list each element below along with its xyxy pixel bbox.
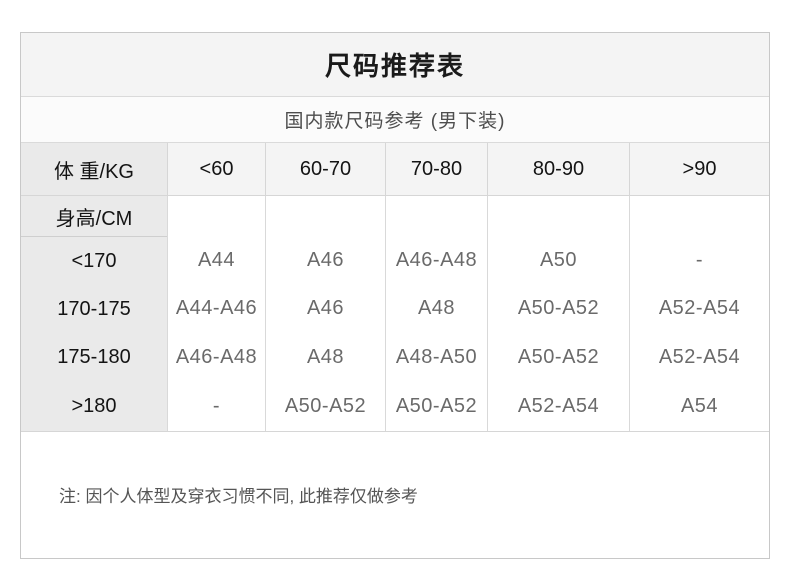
chart-subtitle: 国内款尺码参考 (男下装) (21, 97, 769, 143)
size-value: - (212, 394, 221, 417)
height-row-label: <170 (71, 249, 117, 272)
height-row-label: 170-175 (57, 298, 131, 321)
size-value: A52-A54 (658, 346, 741, 369)
size-value: A46-A48 (395, 248, 478, 271)
column-spacer (266, 196, 385, 236)
weight-axis-label: 体 重/KG (21, 143, 167, 195)
size-chart-sheet: 尺码推荐表 国内款尺码参考 (男下装) 体 重/KG <60 60-70 70-… (20, 32, 770, 559)
size-value: A50-A52 (517, 297, 600, 320)
size-value: A48-A50 (395, 346, 478, 369)
weight-col-header: 60-70 (265, 143, 385, 195)
weight-header-row: 体 重/KG <60 60-70 70-80 80-90 >90 (21, 143, 769, 196)
height-row-label: 175-180 (57, 346, 131, 369)
size-value: A46 (306, 297, 345, 320)
size-value: A52-A54 (517, 394, 600, 417)
size-value: A50-A52 (517, 346, 600, 369)
height-row-label: >180 (71, 394, 117, 417)
footnote: 注: 因个人体型及穿衣习惯不同, 此推荐仅做参考 (21, 430, 769, 558)
weight-col-header: <60 (167, 143, 265, 195)
size-value: A44-A46 (175, 297, 258, 320)
size-value: A54 (680, 394, 719, 417)
size-value: A52-A54 (658, 297, 741, 320)
height-label-column: 身高/CM <170 170-175 175-180 >180 (21, 196, 167, 431)
size-value: A48 (306, 346, 345, 369)
weight-col-header: 80-90 (487, 143, 629, 195)
size-column-80-90: A50 A50-A52 A50-A52 A52-A54 (487, 196, 629, 431)
height-axis-label: 身高/CM (21, 196, 167, 237)
size-table-body: 身高/CM <170 170-175 175-180 >180 A44 A44-… (21, 196, 769, 431)
size-value: A50-A52 (284, 394, 367, 417)
size-value: - (695, 248, 704, 271)
weight-col-header: >90 (629, 143, 769, 195)
column-spacer (630, 196, 769, 236)
size-column-lt60: A44 A44-A46 A46-A48 - (167, 196, 265, 431)
size-value: A46 (306, 248, 345, 271)
weight-col-header: 70-80 (385, 143, 487, 195)
size-value: A48 (417, 297, 456, 320)
size-value: A44 (197, 248, 236, 271)
size-column-gt90: - A52-A54 A52-A54 A54 (629, 196, 769, 431)
size-column-60-70: A46 A46 A48 A50-A52 (265, 196, 385, 431)
column-spacer (168, 196, 265, 236)
column-spacer (488, 196, 629, 236)
size-value: A50-A52 (395, 394, 478, 417)
size-value: A50 (539, 248, 578, 271)
size-column-70-80: A46-A48 A48 A48-A50 A50-A52 (385, 196, 487, 431)
column-spacer (386, 196, 487, 236)
chart-title: 尺码推荐表 (21, 33, 769, 97)
size-value: A46-A48 (175, 346, 258, 369)
